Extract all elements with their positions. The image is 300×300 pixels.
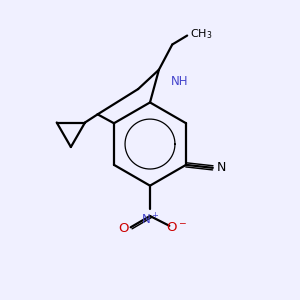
Text: O: O xyxy=(118,222,128,235)
Text: N: N xyxy=(217,161,226,174)
Text: CH$_3$: CH$_3$ xyxy=(190,27,212,41)
Text: NH: NH xyxy=(171,75,188,88)
Text: O$^-$: O$^-$ xyxy=(166,221,187,234)
Text: N$^+$: N$^+$ xyxy=(141,212,159,228)
